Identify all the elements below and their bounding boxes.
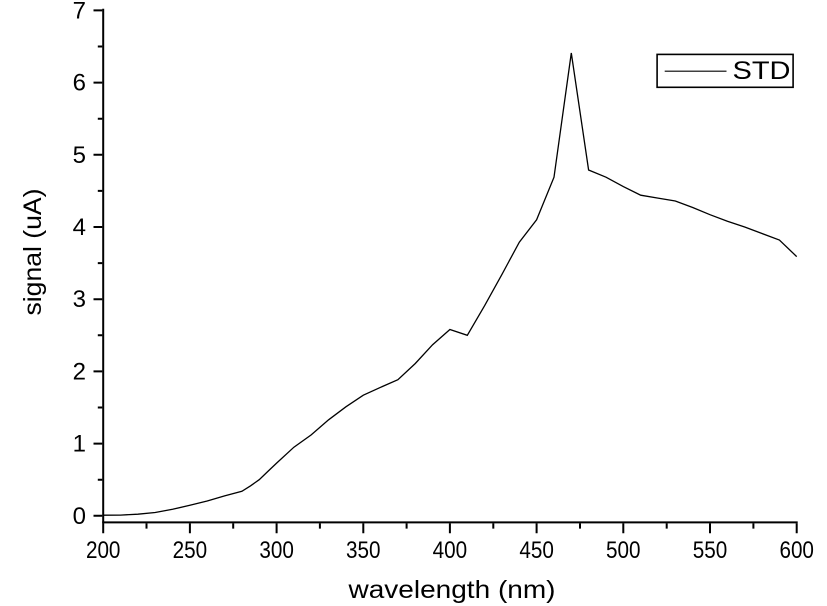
svg-text:5: 5 [73,142,86,169]
svg-text:3: 3 [73,286,86,313]
svg-text:600: 600 [779,537,814,564]
svg-text:200: 200 [86,537,121,564]
svg-text:300: 300 [259,537,294,564]
svg-text:STD: STD [733,57,791,85]
svg-text:6: 6 [73,70,86,97]
svg-text:1: 1 [73,431,86,458]
svg-text:0: 0 [73,503,86,530]
svg-text:450: 450 [519,537,554,564]
svg-text:400: 400 [433,537,468,564]
svg-text:2: 2 [73,358,86,385]
svg-text:550: 550 [693,537,728,564]
svg-text:signal (uA): signal (uA) [19,189,47,316]
svg-text:wavelength (nm): wavelength (nm) [347,576,555,604]
svg-text:350: 350 [346,537,381,564]
svg-text:250: 250 [173,537,208,564]
svg-text:7: 7 [73,0,86,24]
svg-text:4: 4 [73,214,86,241]
svg-text:500: 500 [606,537,641,564]
